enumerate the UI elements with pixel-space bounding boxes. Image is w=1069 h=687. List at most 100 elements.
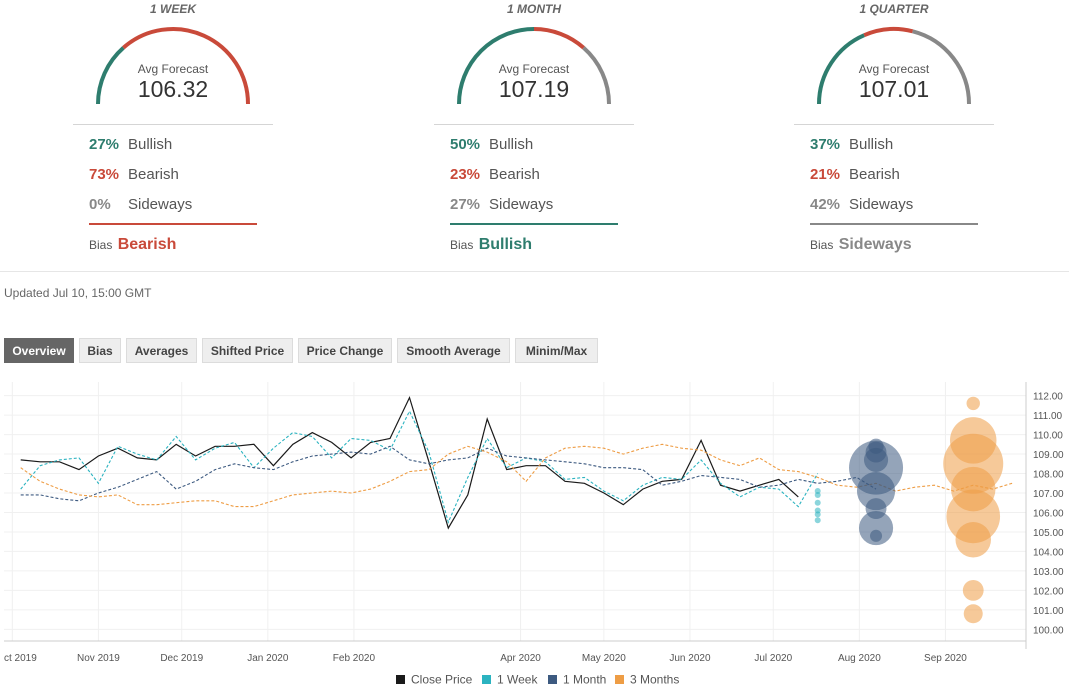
sideways-label: Sideways bbox=[128, 196, 193, 213]
tab-shifted-price[interactable]: Shifted Price bbox=[202, 338, 293, 363]
bearish-label: Bearish bbox=[489, 166, 540, 183]
gauge-bullish-arc bbox=[457, 27, 535, 105]
bullish-pct: 50% bbox=[450, 136, 481, 153]
tab-averages[interactable]: Averages bbox=[126, 338, 197, 363]
period-label: 1 QUARTER bbox=[859, 2, 929, 16]
y-tick-label: 100.00 bbox=[1033, 625, 1064, 636]
y-tick-label: 107.00 bbox=[1033, 489, 1064, 500]
avg-forecast-label: Avg Forecast bbox=[498, 62, 570, 76]
y-tick-label: 102.00 bbox=[1033, 586, 1064, 597]
bias-value: Bearish bbox=[117, 236, 177, 253]
legend-swatch-3-months bbox=[615, 675, 624, 684]
y-tick-label: 105.00 bbox=[1033, 528, 1064, 539]
bearish-row: 21% Bearish bbox=[810, 166, 900, 183]
legend-swatch-close-price bbox=[396, 675, 405, 684]
x-tick-label: Dec 2019 bbox=[160, 653, 203, 664]
avg-forecast-value: 107.19 bbox=[498, 76, 570, 102]
series-1-month-line bbox=[20, 445, 877, 502]
sideways-row: 27% Sideways bbox=[450, 196, 553, 213]
y-tick-label: 103.00 bbox=[1033, 567, 1064, 578]
gauge-bullish-arc bbox=[96, 46, 125, 105]
bias-underline bbox=[89, 223, 257, 225]
period-label: 1 MONTH bbox=[507, 2, 561, 16]
series-3-months-line bbox=[20, 443, 1013, 508]
legend-label-1-month[interactable]: 1 Month bbox=[563, 673, 606, 687]
forecast-gauge bbox=[96, 27, 250, 105]
forecast-panel-week: 1 WEEK Avg Forecast 106.32 27% Bullish 73… bbox=[73, 0, 273, 262]
divider bbox=[73, 124, 273, 125]
legend-label-1-week[interactable]: 1 Week bbox=[497, 673, 538, 687]
divider bbox=[794, 124, 994, 125]
gauge-bullish-arc bbox=[817, 33, 866, 105]
avg-forecast-label: Avg Forecast bbox=[137, 62, 209, 76]
sideways-pct: 0% bbox=[89, 196, 111, 213]
bearish-label: Bearish bbox=[128, 166, 179, 183]
gauge-bearish-arc bbox=[122, 27, 250, 105]
bias-underline bbox=[810, 223, 978, 225]
bearish-label: Bearish bbox=[849, 166, 900, 183]
bias-indicator: Bias Bullish bbox=[450, 236, 532, 254]
forecast-gauge bbox=[457, 27, 611, 105]
forecast-bubble bbox=[955, 521, 991, 558]
y-tick-label: 101.00 bbox=[1033, 606, 1064, 617]
y-tick-label: 106.00 bbox=[1033, 508, 1064, 519]
bullish-pct: 37% bbox=[810, 136, 841, 153]
forecast-bubble bbox=[814, 517, 821, 524]
x-tick-label: Nov 2019 bbox=[77, 653, 120, 664]
x-tick-label: Apr 2020 bbox=[500, 653, 541, 664]
bias-label: Bias bbox=[450, 238, 474, 252]
bearish-pct: 21% bbox=[810, 166, 841, 183]
bias-indicator: Bias Bearish bbox=[89, 236, 176, 254]
forecast-bubble bbox=[962, 579, 984, 601]
x-tick-label: Sep 2020 bbox=[924, 653, 967, 664]
bullish-row: 37% Bullish bbox=[810, 136, 893, 153]
legend-label-close-price[interactable]: Close Price bbox=[411, 673, 473, 687]
tab-smooth-average[interactable]: Smooth Average bbox=[397, 338, 510, 363]
forecast-chart: 100.00 101.00 102.00 103.00 104.00 105.00 106.… bbox=[4, 382, 1064, 687]
series-close-price-line bbox=[20, 395, 799, 530]
bullish-label: Bullish bbox=[128, 136, 173, 153]
tab-price-change[interactable]: Price Change bbox=[298, 338, 392, 363]
forecast-bubble bbox=[966, 396, 980, 411]
y-tick-label: 109.00 bbox=[1033, 450, 1064, 461]
bias-label: Bias bbox=[89, 238, 113, 252]
forecast-gauge bbox=[817, 27, 971, 105]
bullish-row: 50% Bullish bbox=[450, 136, 533, 153]
bias-indicator: Bias Sideways bbox=[810, 236, 912, 254]
updated-timestamp: Updated Jul 10, 15:00 GMT bbox=[4, 286, 152, 300]
x-tick-label: May 2020 bbox=[582, 653, 626, 664]
avg-forecast-value: 107.01 bbox=[858, 76, 930, 102]
bearish-pct: 73% bbox=[89, 166, 120, 183]
gauge-sideways-arc bbox=[582, 46, 611, 105]
sideways-label: Sideways bbox=[489, 196, 554, 213]
tab-minim-max[interactable]: Minim/Max bbox=[515, 338, 598, 363]
y-tick-label: 111.00 bbox=[1033, 411, 1063, 422]
chart-legend: Close Price 1 Week 1 Month 3 Months bbox=[396, 673, 679, 687]
period-label: 1 WEEK bbox=[149, 2, 196, 16]
section-divider bbox=[0, 271, 1069, 272]
bearish-pct: 23% bbox=[450, 166, 481, 183]
bias-value: Sideways bbox=[838, 236, 912, 253]
forecast-bubbles-1-week bbox=[814, 488, 821, 524]
series-1-week-line bbox=[20, 409, 819, 524]
tab-overview[interactable]: Overview bbox=[4, 338, 74, 363]
y-tick-label: 104.00 bbox=[1033, 547, 1064, 558]
sideways-row: 0% Sideways bbox=[89, 196, 192, 213]
sideways-label: Sideways bbox=[849, 196, 914, 213]
bullish-label: Bullish bbox=[489, 136, 534, 153]
tab-bias[interactable]: Bias bbox=[79, 338, 121, 363]
gauge-bearish-arc bbox=[863, 27, 914, 38]
bullish-row: 27% Bullish bbox=[89, 136, 172, 153]
sideways-pct: 27% bbox=[450, 196, 481, 213]
forecast-bubble bbox=[856, 471, 896, 511]
avg-forecast-label: Avg Forecast bbox=[858, 62, 930, 76]
x-tick-label: ct 2019 bbox=[4, 653, 37, 664]
bias-label: Bias bbox=[810, 238, 834, 252]
forecast-bubbles-3-months bbox=[943, 396, 1004, 624]
forecast-bubble bbox=[814, 499, 821, 506]
y-tick-label: 110.00 bbox=[1033, 431, 1063, 442]
bias-underline bbox=[450, 223, 618, 225]
forecast-bubble bbox=[814, 491, 821, 498]
sideways-pct: 42% bbox=[810, 196, 841, 213]
legend-label-3-months[interactable]: 3 Months bbox=[630, 673, 679, 687]
